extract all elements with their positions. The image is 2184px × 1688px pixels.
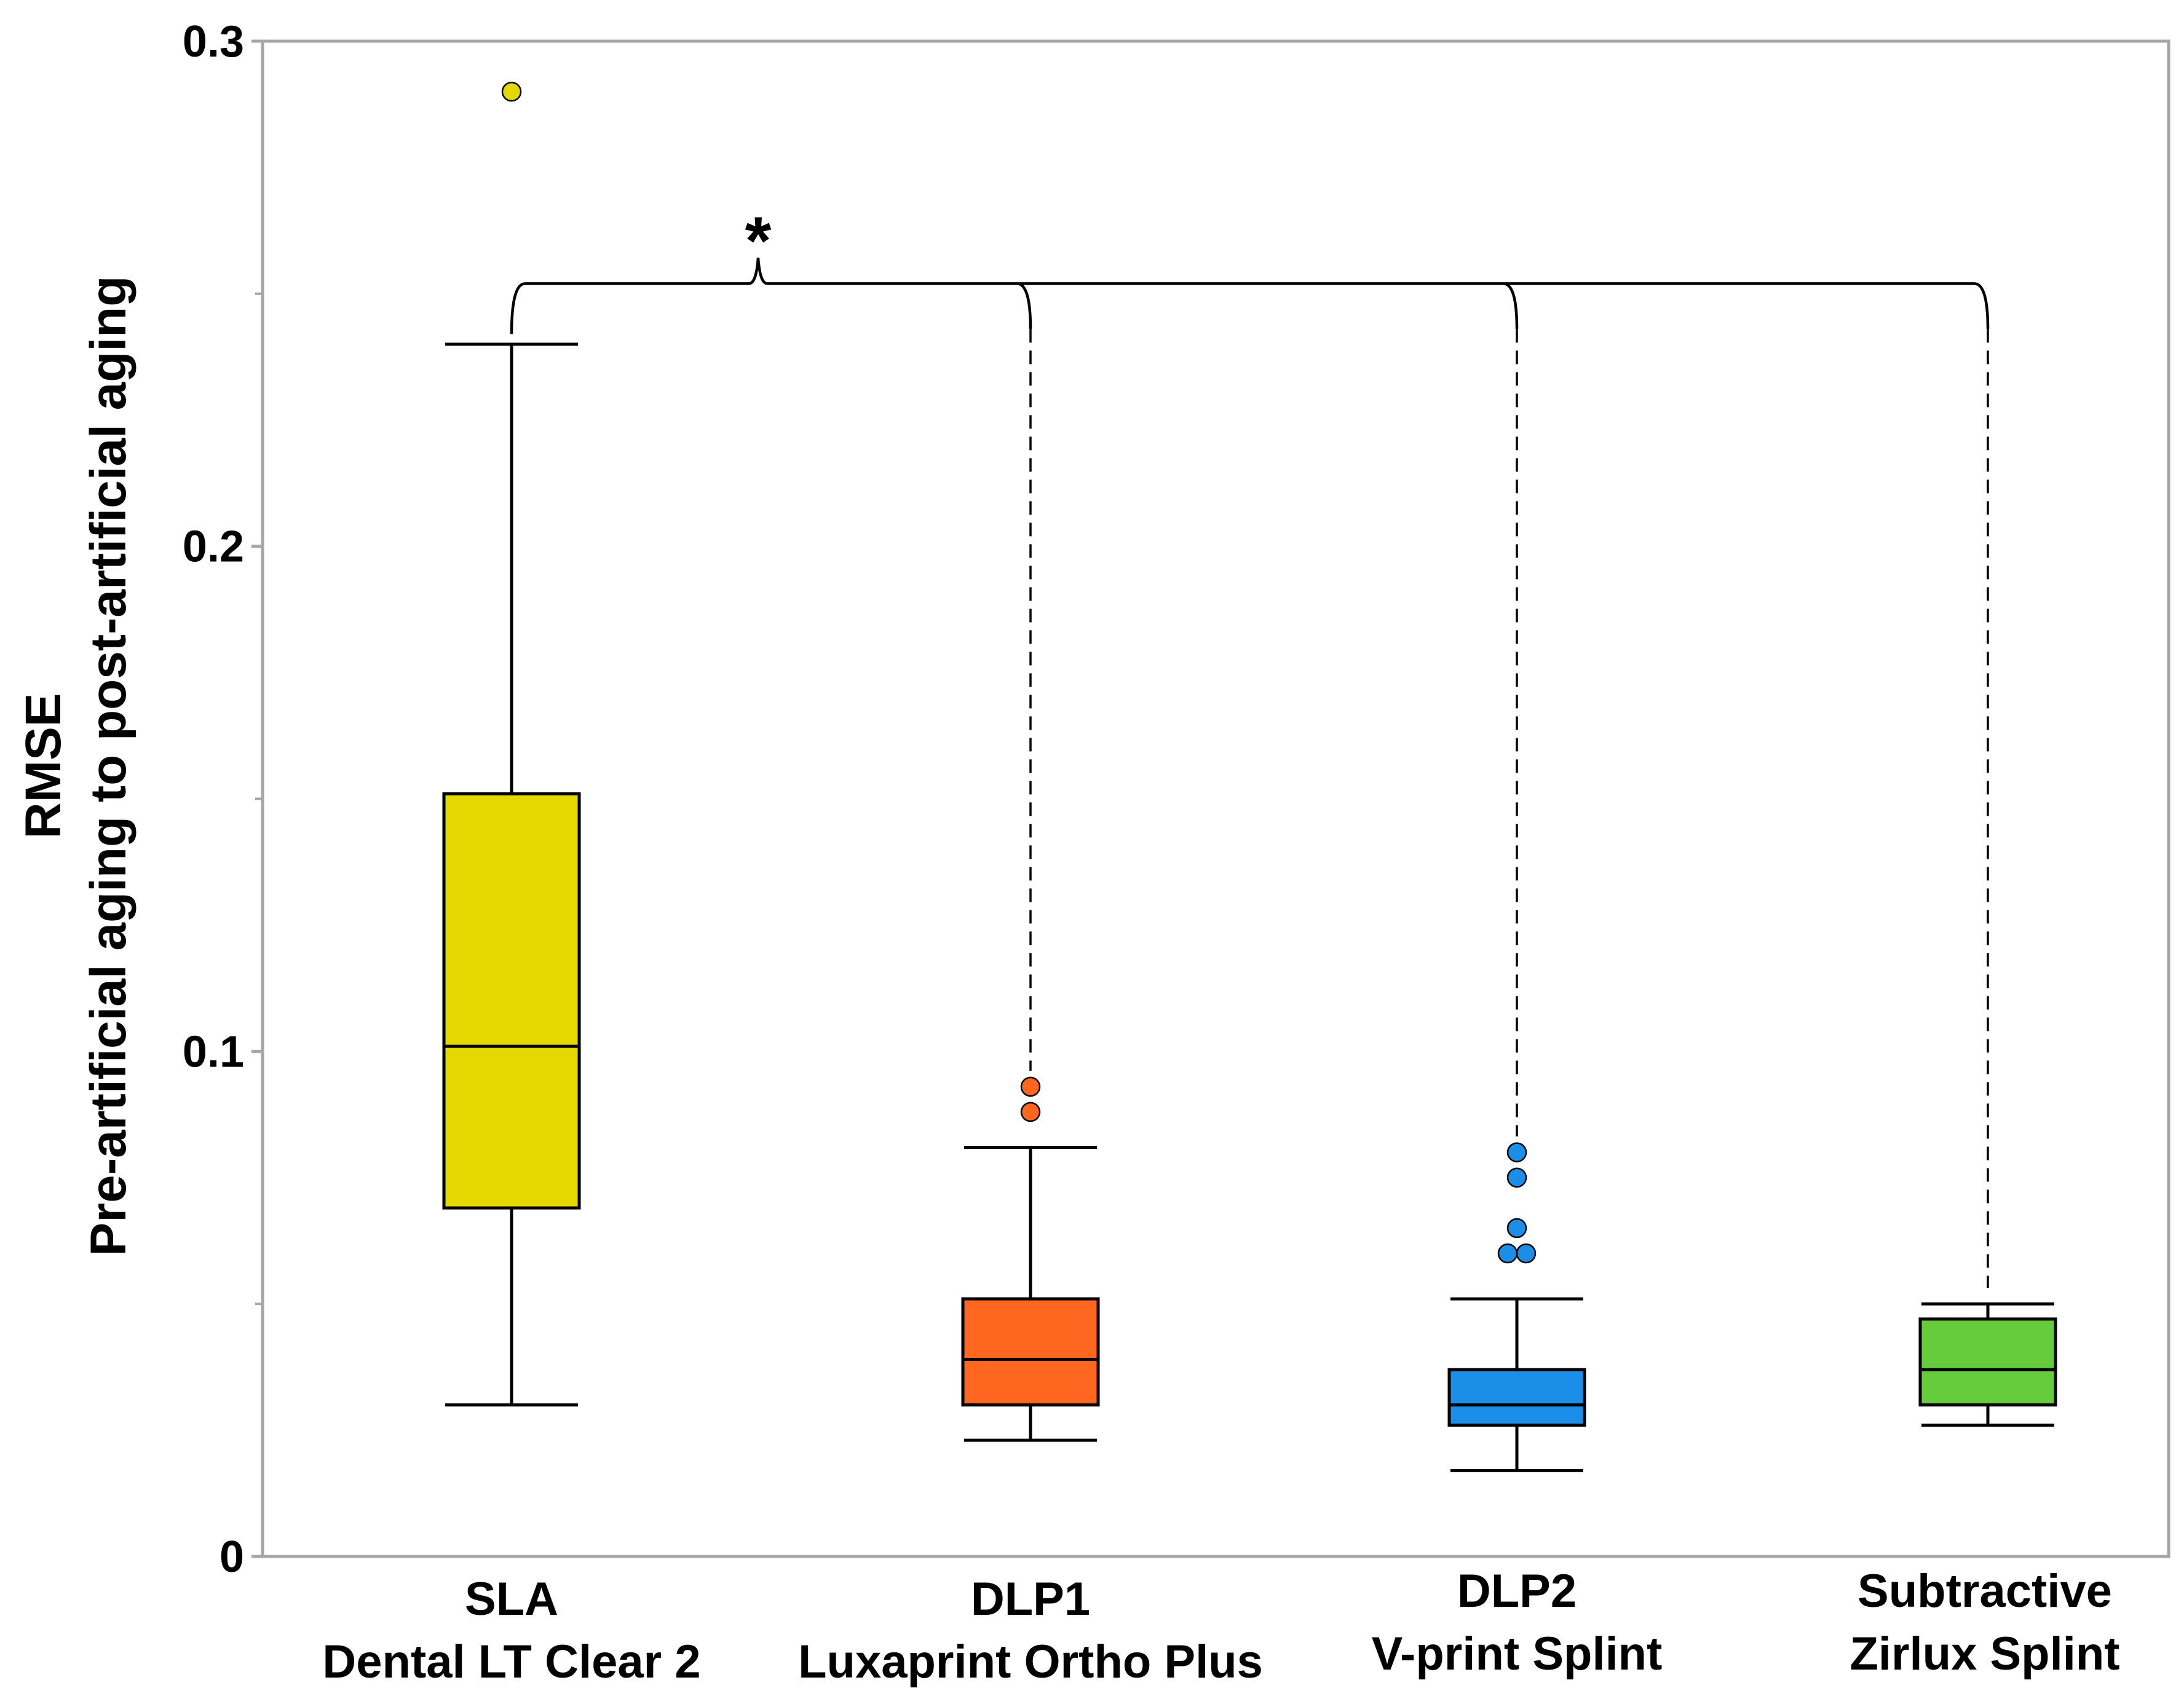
- y-tick-label: 0.3: [183, 17, 244, 66]
- outlier-point: [1497, 1243, 1518, 1264]
- y-axis: 0 0.1 0.2 0.3: [183, 17, 263, 1582]
- outlier-point: [1506, 1167, 1527, 1188]
- box-group: [961, 1076, 1100, 1442]
- x-category-label-line-1: DLP2: [1457, 1565, 1577, 1617]
- x-category-label-line-2: Dental LT Clear 2: [322, 1636, 700, 1688]
- y-tick-label: 0.2: [183, 523, 244, 572]
- outlier-point: [1020, 1076, 1041, 1097]
- x-category-label-line-1: SLA: [465, 1573, 558, 1625]
- x-category-label: DLP1 Luxaprint Ortho Plus: [798, 1573, 1263, 1688]
- bracket-curve: [510, 258, 1990, 334]
- box: [442, 792, 581, 1210]
- x-category-label-line-2: Luxaprint Ortho Plus: [798, 1636, 1263, 1688]
- x-category-label-line-2: Zirlux Splint: [1850, 1628, 2119, 1680]
- outlier-point: [1020, 1102, 1041, 1122]
- outlier-point: [501, 81, 522, 102]
- x-category-label-line-2: V-print Splint: [1372, 1628, 1663, 1680]
- x-category-label-line-1: DLP1: [971, 1573, 1090, 1625]
- box-series: [442, 81, 2057, 1472]
- y-axis-title-line-2: Pre-artificial aging to post-artificial …: [81, 276, 136, 1256]
- x-category-label: SLA Dental LT Clear 2: [322, 1573, 700, 1688]
- y-axis-title-line-1: RMSE: [15, 693, 71, 839]
- box-group: [442, 81, 581, 1406]
- outlier-point: [1516, 1243, 1537, 1264]
- outlier-point: [1506, 1218, 1527, 1239]
- significance-bracket: *: [510, 203, 1990, 1288]
- x-axis-labels: SLA Dental LT Clear 2 DLP1 Luxaprint Ortho …: [322, 1565, 2119, 1688]
- outlier-point: [1506, 1142, 1527, 1162]
- box-group: [1918, 1302, 2057, 1427]
- box: [961, 1297, 1100, 1406]
- box: [1918, 1317, 2057, 1406]
- y-tick-label: 0.1: [183, 1027, 244, 1076]
- x-category-label: Subtractive Zirlux Splint: [1850, 1565, 2119, 1680]
- y-axis-title: RMSE Pre-artificial aging to post-artifi…: [15, 276, 136, 1256]
- x-category-label-line-1: Subtractive: [1858, 1565, 2112, 1617]
- x-category-label: DLP2 V-print Splint: [1372, 1565, 1663, 1680]
- box: [1447, 1368, 1586, 1427]
- y-tick-label: 0: [220, 1532, 244, 1582]
- significance-asterisk: *: [745, 203, 772, 278]
- box-group: [1447, 1142, 1586, 1472]
